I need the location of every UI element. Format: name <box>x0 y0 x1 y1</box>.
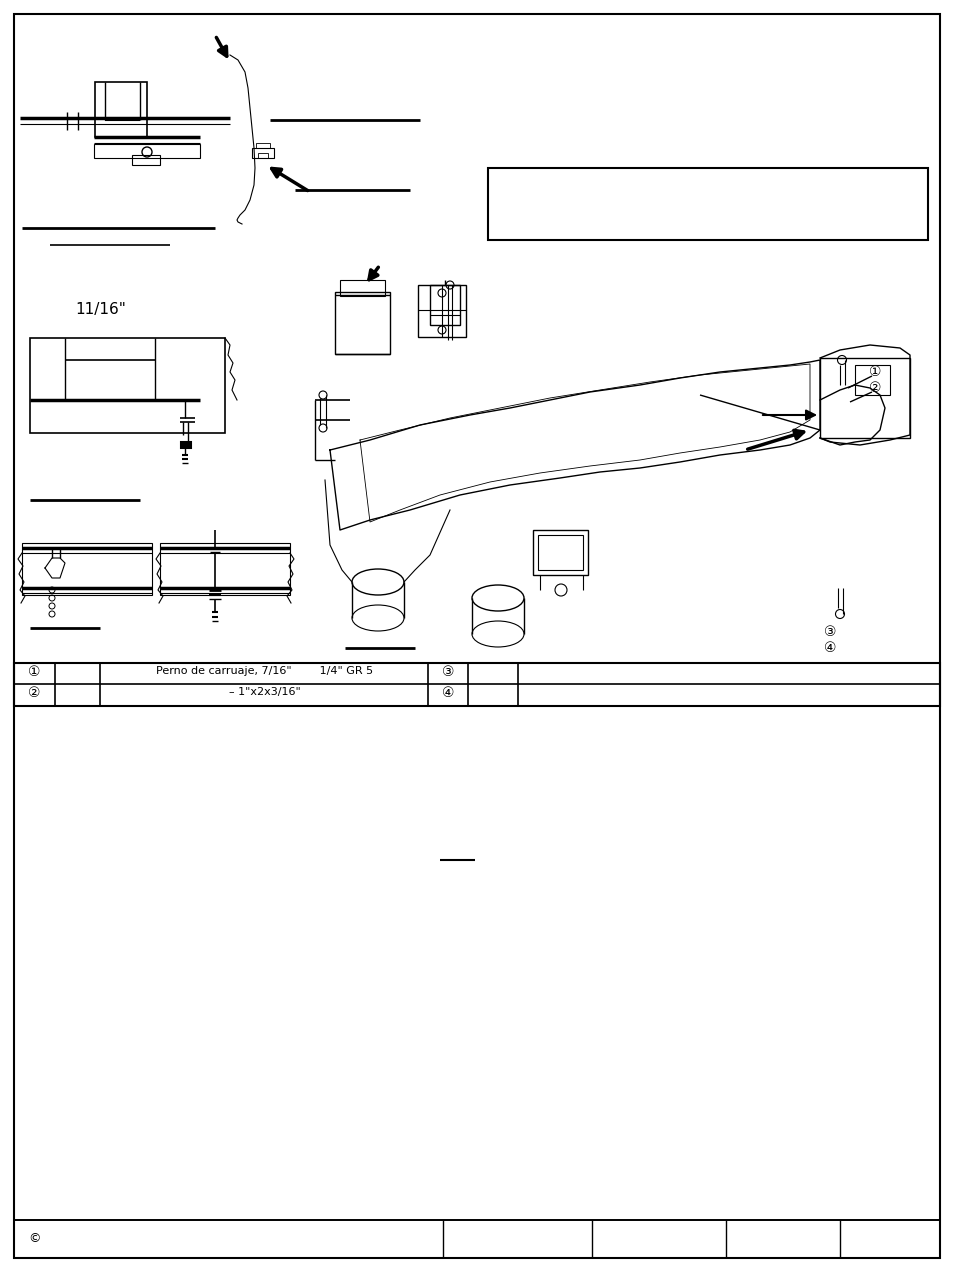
Bar <box>14 706 939 1220</box>
Text: 11/16": 11/16" <box>75 301 126 317</box>
Text: ©: © <box>28 1233 40 1245</box>
Text: ②: ② <box>868 382 881 396</box>
Bar <box>132 155 160 165</box>
Bar <box>30 338 225 432</box>
Bar <box>95 81 147 137</box>
Bar <box>820 357 909 438</box>
Bar <box>335 293 390 354</box>
Bar <box>430 285 459 326</box>
Text: ①: ① <box>868 365 881 379</box>
Text: ③: ③ <box>441 665 454 679</box>
Bar <box>255 142 270 148</box>
Bar <box>160 543 290 595</box>
Bar <box>488 168 927 240</box>
Text: ④: ④ <box>441 686 454 700</box>
Bar <box>14 1220 939 1258</box>
Bar <box>417 285 465 337</box>
Text: ③: ③ <box>822 625 836 639</box>
Text: – 1"x2x3/16": – 1"x2x3/16" <box>229 687 300 697</box>
Bar <box>94 144 200 158</box>
Bar <box>339 280 385 296</box>
Bar <box>533 530 587 575</box>
Text: ④: ④ <box>822 641 836 655</box>
Bar <box>14 663 939 706</box>
Text: ①: ① <box>28 665 40 679</box>
Bar <box>854 365 889 396</box>
Bar <box>252 148 274 158</box>
Bar <box>22 543 152 595</box>
Bar <box>537 536 582 570</box>
Text: ②: ② <box>28 686 40 700</box>
Bar <box>257 153 268 158</box>
Bar <box>181 441 191 448</box>
Text: Perno de carruaje, 7/16"        1/4" GR 5: Perno de carruaje, 7/16" 1/4" GR 5 <box>156 667 374 675</box>
